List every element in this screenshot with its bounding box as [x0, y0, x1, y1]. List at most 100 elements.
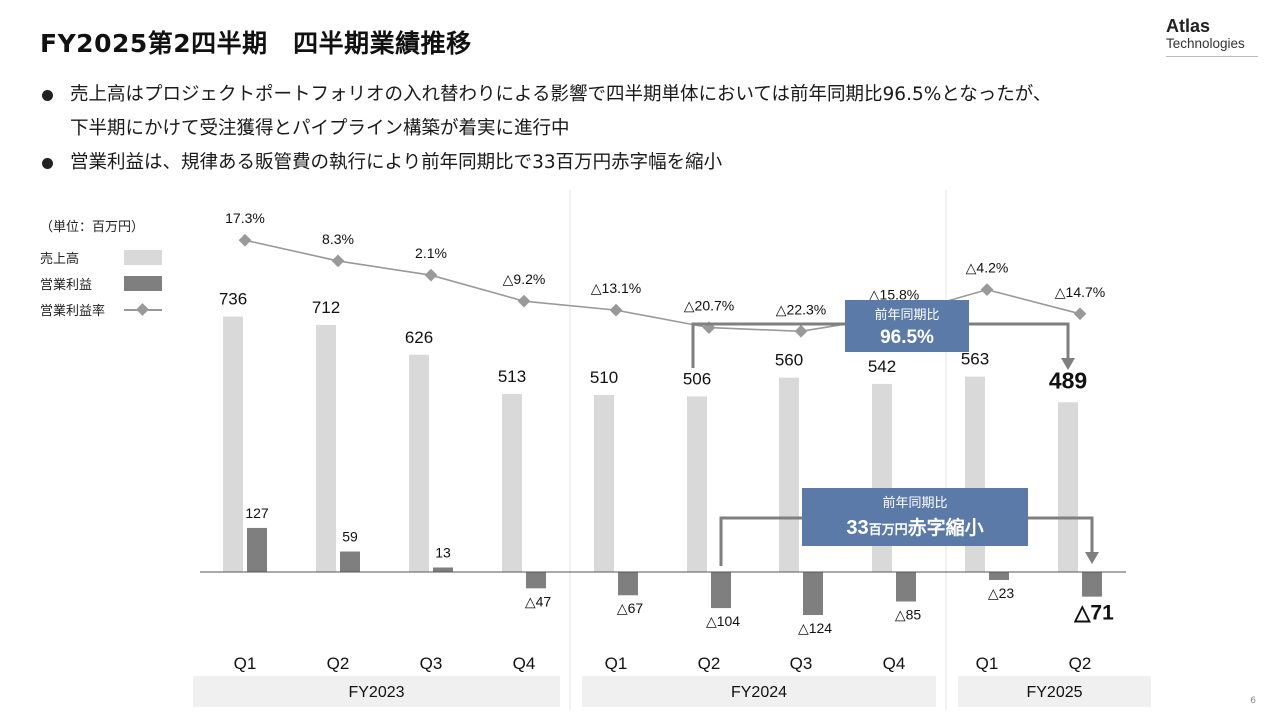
op-margin-point	[517, 294, 531, 308]
arrow-down-icon	[1085, 552, 1099, 564]
sales-bar	[594, 395, 614, 572]
sales-value-label: 560	[775, 351, 803, 370]
fiscal-year-band	[193, 676, 560, 707]
page-number: 6	[1250, 696, 1256, 706]
legend-op-margin-marker-icon	[124, 303, 162, 316]
legend-sales-swatch	[124, 250, 162, 265]
sales-value-label: 513	[498, 367, 526, 386]
op-margin-value-label: △13.1%	[591, 280, 641, 296]
logo-sub-text: Technologies	[1166, 36, 1245, 51]
x-tick-label: Q4	[513, 654, 536, 673]
op-profit-bar	[340, 551, 360, 572]
x-tick-label: Q1	[605, 654, 628, 673]
sales-value-label: 563	[961, 350, 989, 369]
sales-value-label: 542	[868, 357, 896, 376]
sales-value-label: 736	[219, 290, 247, 309]
op-profit-value-label: △67	[617, 600, 644, 616]
sales-bar	[223, 316, 243, 572]
yoy-op-callout-line1: 前年同期比	[882, 495, 947, 510]
sales-value-label: 506	[683, 369, 711, 388]
x-tick-label: Q1	[976, 654, 999, 673]
x-tick-label: Q3	[420, 654, 443, 673]
logo-main-text: Atlas	[1166, 16, 1211, 36]
legend-sales-label: 売上高	[40, 252, 80, 267]
arrow-down-icon	[1061, 358, 1075, 370]
op-profit-bar	[526, 572, 546, 589]
bullet-sales-text: 売上高はプロジェクトポートフォリオの入れ替わりによる影響で四半期単体においては前…	[70, 84, 1052, 105]
op-margin-point	[794, 324, 808, 338]
x-tick-label: Q3	[790, 654, 813, 673]
bullet-sales-cont: 下半期にかけて受注獲得とパイプライン構築が着実に進行中	[70, 118, 570, 139]
company-logo: Atlas Technologies	[1166, 16, 1266, 52]
op-profit-value-label: △124	[798, 620, 832, 636]
op-profit-value-label: 59	[342, 529, 358, 545]
op-profit-value-label: △104	[706, 613, 740, 629]
op-profit-bar	[711, 572, 731, 609]
fiscal-year-band	[958, 676, 1151, 707]
op-profit-bar	[433, 567, 453, 572]
fiscal-year-band	[582, 676, 936, 707]
op-margin-point	[331, 254, 345, 268]
op-profit-bar	[896, 572, 916, 602]
yoy-sales-callout-line2: 96.5%	[880, 327, 934, 348]
legend-item-sales: 売上高	[40, 248, 79, 267]
bullet-op-profit-text: 営業利益は、規律ある販管費の執行により前年同期比で33百万円赤字幅を縮小	[70, 152, 723, 173]
bullet-dot-icon	[42, 158, 53, 169]
sales-value-label: 510	[590, 368, 618, 387]
op-margin-value-label: △22.3%	[776, 301, 826, 317]
op-margin-point	[238, 233, 252, 247]
sales-bar	[1058, 402, 1078, 572]
x-tick-label: Q1	[234, 654, 257, 673]
op-profit-bar	[803, 572, 823, 616]
bullet-op-profit: 営業利益は、規律ある販管費の執行により前年同期比で33百万円赤字幅を縮小	[40, 146, 1250, 180]
op-margin-value-label: △9.2%	[503, 271, 546, 287]
bullet-dot-icon	[42, 90, 53, 101]
legend-item-op-margin: 営業利益率	[40, 300, 105, 319]
yoy-sales-callout-line1: 前年同期比	[874, 307, 939, 322]
op-profit-value-label: △85	[895, 606, 922, 622]
op-margin-point	[609, 303, 623, 317]
x-tick-label: Q2	[327, 654, 350, 673]
logo-divider	[1166, 56, 1258, 57]
sales-bar	[502, 393, 522, 572]
fiscal-year-label: FY2024	[731, 684, 787, 701]
x-tick-label: Q4	[883, 654, 906, 673]
op-margin-value-label: △14.7%	[1055, 284, 1105, 300]
yoy-sales-callout	[845, 300, 969, 352]
sales-bar	[779, 377, 799, 572]
sales-value-label: 489	[1049, 367, 1087, 393]
op-margin-value-label: 8.3%	[322, 231, 354, 247]
sales-value-label: 712	[312, 298, 340, 317]
summary-bullets: 売上高はプロジェクトポートフォリオの入れ替わりによる影響で四半期単体においては前…	[40, 78, 1250, 180]
yoy-op-callout	[802, 488, 1028, 546]
op-margin-value-label: 2.1%	[415, 245, 447, 261]
op-profit-bar	[989, 572, 1009, 580]
sales-bar	[687, 396, 707, 572]
legend-op-profit-swatch	[124, 276, 162, 291]
op-profit-value-label: 13	[435, 544, 451, 560]
op-margin-point	[1073, 307, 1087, 321]
x-tick-label: Q2	[698, 654, 721, 673]
legend-item-op-profit: 営業利益	[40, 274, 92, 293]
fiscal-year-label: FY2025	[1026, 684, 1082, 701]
sales-bar	[409, 354, 429, 572]
op-profit-value-label: 127	[245, 505, 269, 521]
yoy-op-callout-line2: 33百万円赤字縮小	[846, 516, 983, 539]
op-margin-point	[980, 283, 994, 297]
op-margin-value-label: △15.8%	[869, 286, 919, 302]
op-profit-value-label: △23	[988, 585, 1015, 601]
legend-op-margin-label: 営業利益率	[40, 304, 106, 319]
x-tick-label: Q2	[1069, 654, 1092, 673]
fiscal-year-label: FY2023	[348, 684, 404, 701]
sales-value-label: 626	[405, 328, 433, 347]
bullet-sales: 売上高はプロジェクトポートフォリオの入れ替わりによる影響で四半期単体においては前…	[40, 78, 1250, 146]
op-profit-bar	[618, 572, 638, 596]
op-margin-point	[424, 268, 438, 282]
page-title: FY2025第2四半期 四半期業績推移	[40, 29, 472, 58]
op-margin-value-label: 17.3%	[225, 210, 265, 226]
op-margin-value-label: △4.2%	[966, 260, 1009, 276]
op-profit-bar	[1082, 572, 1102, 597]
sales-bar	[316, 324, 336, 572]
op-margin-value-label: △20.7%	[684, 298, 734, 314]
